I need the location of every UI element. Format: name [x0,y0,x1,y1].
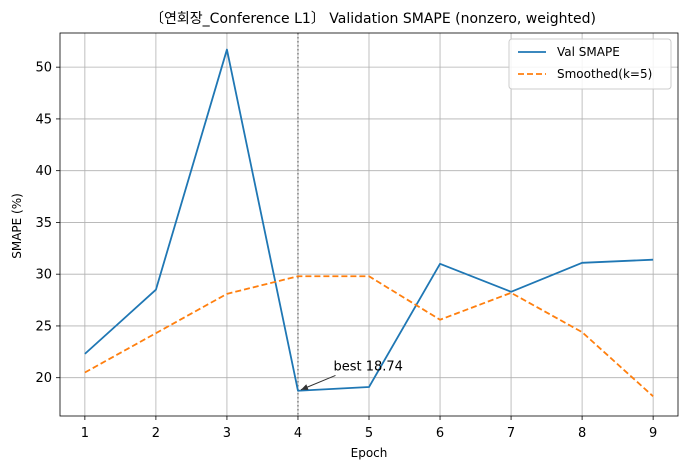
x-axis: 1 2 3 4 5 6 7 8 9 [81,416,657,441]
y-tick-label: 35 [35,216,52,231]
chart-title: 〔연회장_Conference L1〕 Validation SMAPE (no… [150,11,596,27]
x-tick-label: 4 [294,426,302,441]
y-tick-label: 30 [35,268,52,283]
x-tick-label: 9 [649,426,657,441]
legend-label-val-smape: Val SMAPE [557,45,620,59]
x-tick-label: 6 [436,426,444,441]
y-tick-label: 20 [35,371,52,386]
x-tick-label: 2 [152,426,160,441]
legend: Val SMAPE Smoothed(k=5) [508,38,672,90]
x-tick-label: 1 [81,426,89,441]
y-axis: 20 25 30 35 40 45 50 [35,61,60,386]
y-tick-label: 50 [35,61,52,76]
x-axis-label: Epoch [351,446,388,460]
grid [60,33,678,416]
x-tick-label: 5 [365,426,373,441]
y-axis-label: SMAPE (%) [10,193,24,259]
x-tick-label: 8 [578,426,586,441]
series-line-smoothed [84,275,654,397]
x-tick-label: 3 [223,426,231,441]
annotation-text: best 18.74 [333,359,402,374]
annotation-arrowhead [300,384,309,390]
best-annotation: best 18.74 [300,359,403,391]
series-line-val-smape [84,48,654,392]
series-layer [84,48,654,397]
legend-label-smoothed: Smoothed(k=5) [557,67,652,81]
y-tick-label: 45 [35,112,52,127]
y-tick-label: 25 [35,319,52,334]
y-tick-label: 40 [35,164,52,179]
x-tick-label: 7 [507,426,515,441]
legend-box [508,38,672,90]
